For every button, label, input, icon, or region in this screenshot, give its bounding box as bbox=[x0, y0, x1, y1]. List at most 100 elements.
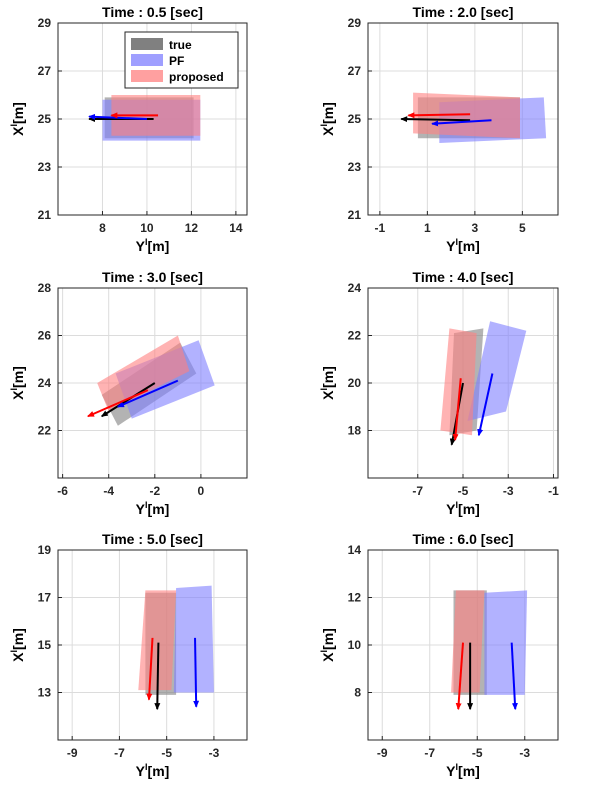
y-tick-label: 21 bbox=[348, 208, 362, 222]
y-tick-label: 8 bbox=[354, 686, 361, 700]
legend-label-proposed: proposed bbox=[169, 70, 224, 84]
x-tick-label: -1 bbox=[375, 221, 386, 235]
x-tick-label: 10 bbox=[140, 221, 154, 235]
y-tick-label: 28 bbox=[38, 281, 52, 295]
y-tick-label: 20 bbox=[348, 376, 362, 390]
legend-label-true: true bbox=[169, 38, 192, 52]
y-tick-label: 21 bbox=[38, 208, 52, 222]
x-tick-label: 12 bbox=[185, 221, 199, 235]
x-axis-label-unit: [m] bbox=[148, 501, 170, 517]
x-axis-label-main: Y bbox=[136, 501, 146, 517]
chart-title: Time : 4.0 [sec] bbox=[413, 269, 514, 285]
y-axis-label-unit: [m] bbox=[10, 628, 26, 650]
y-axis-label: XI[m] bbox=[9, 628, 26, 662]
y-tick-label: 29 bbox=[38, 16, 52, 30]
x-tick-label: -1 bbox=[548, 484, 559, 498]
y-axis-label-sup: I bbox=[9, 388, 19, 391]
box-proposed bbox=[413, 92, 520, 139]
chart-title: Time : 3.0 [sec] bbox=[102, 269, 203, 285]
x-tick-label: 1 bbox=[424, 221, 431, 235]
box-pf bbox=[484, 590, 528, 695]
chart-title: Time : 6.0 [sec] bbox=[413, 531, 514, 547]
y-tick-label: 12 bbox=[348, 591, 362, 605]
x-axis-label-sup: I bbox=[145, 762, 148, 772]
x-tick-label: -3 bbox=[209, 746, 220, 760]
x-axis-label: YI[m] bbox=[446, 500, 480, 517]
y-tick-label: 19 bbox=[38, 543, 52, 557]
y-tick-label: 14 bbox=[348, 543, 362, 557]
x-tick-label: 8 bbox=[99, 221, 106, 235]
arrow-pf bbox=[88, 113, 147, 120]
arrow-pf bbox=[510, 642, 518, 711]
x-tick-label: 14 bbox=[229, 221, 243, 235]
arrow-pf bbox=[477, 373, 494, 437]
y-tick-label: 29 bbox=[348, 16, 362, 30]
arrow-true bbox=[154, 642, 161, 711]
y-tick-label: 23 bbox=[38, 160, 52, 174]
x-axis-label-main: Y bbox=[136, 238, 146, 254]
y-axis-label: XI[m] bbox=[319, 628, 336, 662]
y-axis-label: XI[m] bbox=[319, 102, 336, 136]
chart-title: Time : 5.0 [sec] bbox=[102, 531, 203, 547]
x-axis-label: YI[m] bbox=[136, 237, 170, 254]
arrow-pf bbox=[117, 379, 179, 408]
chart-title: Time : 2.0 [sec] bbox=[413, 4, 514, 20]
x-axis-label-unit: [m] bbox=[458, 763, 480, 779]
y-tick-label: 15 bbox=[38, 638, 52, 652]
y-tick-label: 23 bbox=[348, 160, 362, 174]
arrow-true bbox=[400, 116, 471, 123]
x-axis-label-unit: [m] bbox=[148, 238, 170, 254]
y-axis-label: XI[m] bbox=[319, 366, 336, 400]
y-axis-label: XI[m] bbox=[9, 366, 26, 400]
box-proposed bbox=[440, 328, 477, 436]
x-tick-label: -7 bbox=[114, 746, 125, 760]
x-tick-label: -2 bbox=[149, 484, 160, 498]
x-axis-label-unit: [m] bbox=[458, 238, 480, 254]
box-proposed bbox=[138, 590, 177, 691]
y-axis-label-main: X bbox=[320, 652, 336, 662]
y-axis-label-main: X bbox=[320, 126, 336, 136]
x-tick-label: 5 bbox=[519, 221, 526, 235]
x-axis-label: YI[m] bbox=[136, 762, 170, 779]
legend-label-pf: PF bbox=[169, 54, 184, 68]
y-axis-label-main: X bbox=[320, 390, 336, 400]
y-axis-label-main: X bbox=[10, 652, 26, 662]
x-axis-label: YI[m] bbox=[446, 237, 480, 254]
y-tick-label: 24 bbox=[38, 376, 52, 390]
x-axis-label-sup: I bbox=[456, 762, 459, 772]
y-axis-label-unit: [m] bbox=[10, 366, 26, 388]
arrow-proposed bbox=[455, 642, 464, 711]
x-tick-label: -4 bbox=[103, 484, 114, 498]
arrow-proposed bbox=[452, 378, 462, 441]
x-tick-label: -9 bbox=[67, 746, 78, 760]
x-tick-label: -3 bbox=[519, 746, 530, 760]
y-tick-label: 27 bbox=[348, 64, 362, 78]
y-tick-label: 25 bbox=[348, 112, 362, 126]
x-tick-label: 3 bbox=[472, 221, 479, 235]
y-tick-label: 22 bbox=[348, 329, 362, 343]
x-tick-label: -6 bbox=[57, 484, 68, 498]
legend: true PF proposed bbox=[124, 31, 239, 89]
y-axis-label-sup: I bbox=[319, 650, 329, 653]
chart-panel: -1 1 3 5 21 23 25 27 29 Time : 2.0 [sec] YI[m] XI[m… bbox=[319, 4, 559, 254]
y-axis-label-sup: I bbox=[9, 124, 19, 127]
x-axis-label: YI[m] bbox=[136, 500, 170, 517]
y-axis-label-sup: I bbox=[9, 650, 19, 653]
y-axis-label: XI[m] bbox=[9, 102, 26, 136]
arrow-proposed bbox=[146, 637, 154, 701]
y-tick-label: 27 bbox=[38, 64, 52, 78]
y-axis-label-main: X bbox=[10, 126, 26, 136]
box-pf bbox=[173, 585, 214, 693]
y-tick-label: 24 bbox=[348, 281, 362, 295]
legend-swatch-true bbox=[131, 38, 163, 50]
x-tick-label: -9 bbox=[377, 746, 388, 760]
y-tick-label: 26 bbox=[38, 329, 52, 343]
legend-swatch-pf bbox=[131, 54, 163, 66]
x-tick-label: -5 bbox=[472, 746, 483, 760]
x-tick-label: 0 bbox=[198, 484, 205, 498]
x-axis-label-unit: [m] bbox=[148, 763, 170, 779]
